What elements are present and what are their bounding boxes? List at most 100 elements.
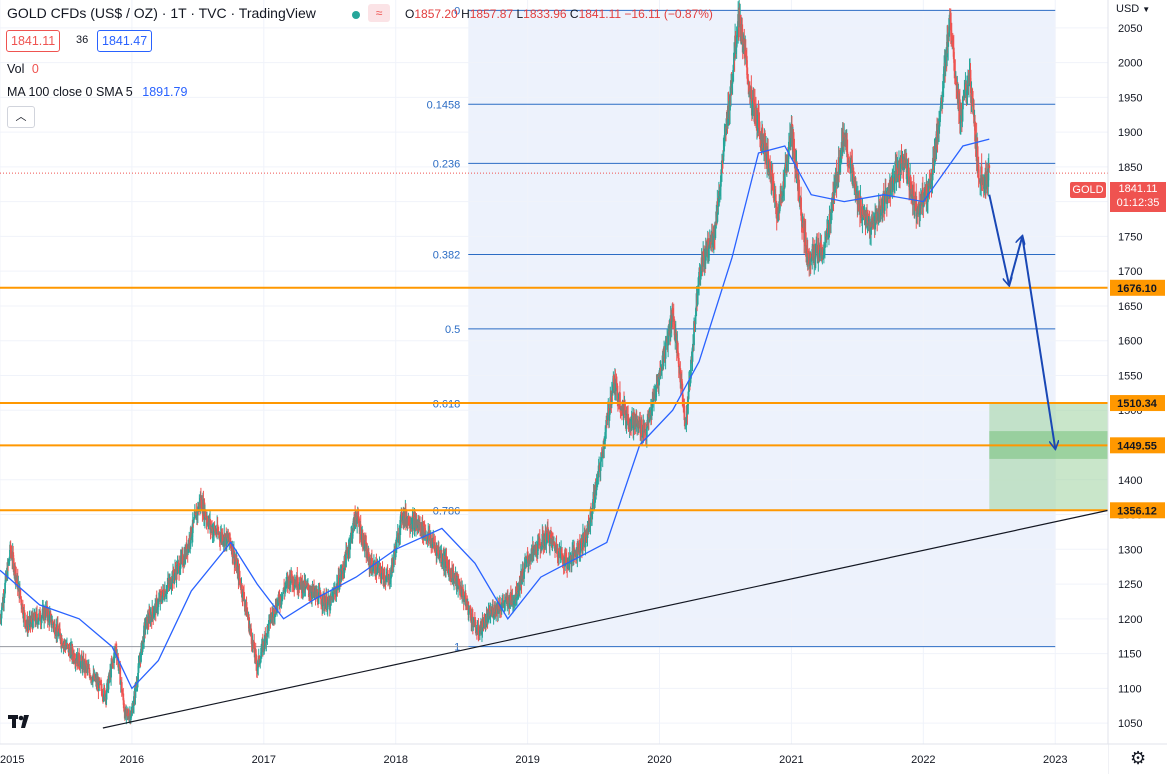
candle-body	[604, 427, 607, 433]
candle-body	[732, 65, 735, 71]
candle-body	[94, 679, 97, 681]
candle-body	[883, 193, 886, 211]
candle-body	[950, 35, 953, 43]
sell-price-button[interactable]: 1841.11	[6, 30, 61, 52]
candle-body	[516, 597, 518, 599]
candle-body	[173, 574, 176, 580]
candle-body	[665, 338, 668, 343]
candle-body	[360, 534, 363, 540]
candle-body	[517, 591, 520, 593]
candle-body	[983, 185, 986, 187]
candle-body	[278, 597, 281, 603]
chevron-up-icon[interactable]: ︿	[7, 106, 35, 128]
candle-body	[734, 35, 737, 52]
candle-body	[73, 653, 75, 661]
candle-body	[840, 156, 843, 160]
candle-body	[843, 137, 846, 146]
candle-body	[688, 381, 690, 392]
candle-body	[689, 378, 692, 384]
candle-body	[807, 253, 810, 258]
candle-body	[143, 625, 145, 643]
candle-body	[928, 183, 930, 191]
candle-body	[882, 193, 885, 208]
candle-body	[987, 168, 990, 187]
candle-body	[299, 576, 302, 582]
candle-body	[359, 524, 362, 540]
candle-body	[876, 213, 879, 218]
candle-body	[539, 543, 542, 550]
candle-body	[599, 461, 602, 471]
candle-body	[691, 347, 694, 362]
candle-body	[735, 37, 738, 48]
candle-body	[822, 254, 825, 256]
candle-body	[122, 700, 125, 709]
fib-level-label: 0.618	[433, 398, 461, 410]
candle-body	[19, 588, 22, 597]
candle-body	[974, 121, 976, 142]
candle-body	[723, 135, 726, 147]
candle-body	[966, 90, 968, 95]
currency-selector[interactable]: USD ▼	[1116, 3, 1150, 15]
candle-body	[606, 412, 609, 421]
candle-body	[297, 586, 300, 589]
ma-legend[interactable]: MA 100 close 0 SMA 5 1891.79	[7, 85, 187, 99]
candle-body	[653, 397, 655, 402]
candle-body	[9, 544, 12, 557]
candle-body	[687, 391, 690, 400]
candle-body	[942, 74, 945, 87]
candle-body	[605, 420, 608, 428]
candle-body	[940, 97, 942, 107]
candle-body	[318, 590, 321, 593]
candle-body	[46, 605, 49, 617]
candle-body	[733, 56, 736, 66]
candle-body	[748, 84, 751, 92]
candle-body	[0, 618, 2, 620]
market-status-icon[interactable]	[352, 4, 366, 22]
candle-body	[147, 617, 150, 623]
volume-label: Vol	[7, 62, 25, 76]
candle-body	[467, 601, 470, 615]
candle-body	[270, 619, 272, 623]
candle-body	[283, 587, 286, 590]
candle-body	[935, 131, 938, 152]
candle-body	[349, 543, 351, 550]
candle-body	[480, 621, 483, 635]
candle-body	[776, 217, 779, 220]
candle-body	[630, 415, 633, 429]
candle-body	[811, 249, 814, 258]
time-tick-label: 2020	[647, 754, 671, 766]
candle-body	[609, 397, 612, 404]
change-value: −16.11 (−0.87%)	[624, 7, 713, 21]
data-delay-icon[interactable]: ≈	[368, 4, 390, 22]
gear-icon[interactable]: ⚙	[1130, 748, 1147, 768]
candle-body	[429, 539, 432, 541]
candle-body	[340, 573, 343, 579]
buy-price-button[interactable]: 1841.47	[97, 30, 153, 52]
candle-body	[255, 662, 258, 671]
candle-body	[386, 573, 389, 577]
candle-body	[262, 641, 265, 653]
candle-body	[104, 690, 106, 700]
candle-body	[54, 634, 57, 636]
candle-body	[952, 47, 955, 60]
tradingview-logo[interactable]	[8, 711, 34, 733]
candle-body	[921, 189, 924, 194]
candle-body	[916, 211, 919, 213]
candle-body	[719, 186, 722, 191]
candle-body	[527, 558, 530, 564]
candle-body	[151, 607, 154, 622]
level-price-tag	[1110, 437, 1165, 454]
volume-legend[interactable]: Vol 0	[7, 62, 39, 76]
candle-body	[680, 378, 683, 384]
candle-body	[387, 576, 390, 580]
candle-body	[29, 616, 32, 624]
candle-body	[525, 558, 528, 560]
candle-body	[48, 614, 51, 623]
candle-body	[771, 176, 774, 184]
candle-body	[156, 607, 159, 610]
candle-body	[564, 552, 567, 558]
candle-body	[764, 155, 767, 157]
candle-body	[746, 67, 749, 79]
candle-body	[698, 271, 700, 285]
